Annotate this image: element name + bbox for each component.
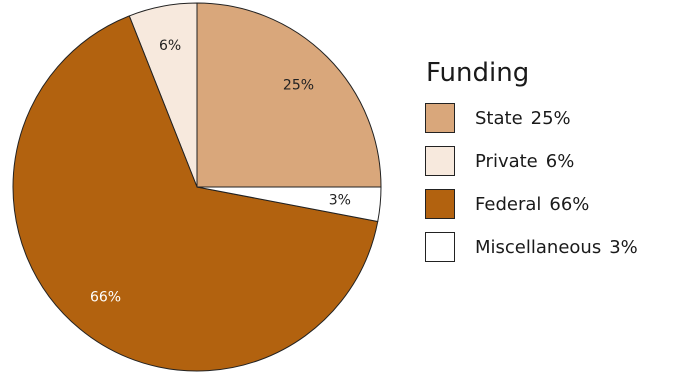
legend-item-miscellaneous: Miscellaneous 3%: [425, 231, 675, 263]
slice-label-miscellaneous: 3%: [329, 193, 351, 209]
legend-label-federal: Federal: [475, 193, 542, 215]
legend-item-private: Private 6%: [425, 145, 675, 177]
legend-swatch-private: [425, 146, 455, 176]
slice-label-private: 6%: [159, 38, 181, 54]
legend-pct-state: 25%: [530, 107, 571, 129]
legend-label-private: Private: [475, 150, 538, 172]
pie-slice-state: [196, 2, 382, 188]
legend-pct-private: 6%: [545, 150, 575, 172]
slice-label-federal: 66%: [90, 290, 121, 306]
legend-label-miscellaneous: Miscellaneous: [475, 236, 602, 258]
legend-title: Funding: [426, 58, 530, 88]
legend-label-state: State: [475, 107, 523, 129]
legend-swatch-federal: [425, 189, 455, 219]
pie-slice-federal: [12, 15, 379, 372]
legend: Funding State 25% Private 6% Federal 66% Mi…: [425, 58, 675, 274]
legend-swatch-miscellaneous: [425, 232, 455, 262]
legend-item-state: State 25%: [425, 102, 675, 134]
legend-item-federal: Federal 66%: [425, 188, 675, 220]
legend-swatch-state: [425, 103, 455, 133]
slice-label-state: 25%: [283, 78, 314, 94]
pie-slice-miscellaneous: [196, 186, 382, 222]
legend-pct-miscellaneous: 3%: [609, 236, 638, 258]
legend-pct-federal: 66%: [549, 193, 590, 215]
